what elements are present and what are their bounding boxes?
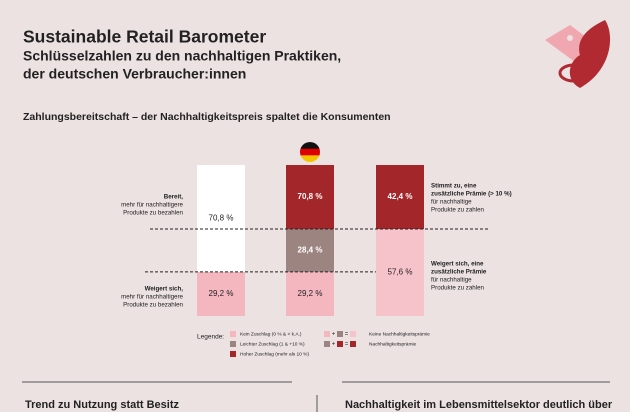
legend-swatch xyxy=(350,331,356,337)
annotation: zusätzliche Prämie xyxy=(431,269,487,276)
legend-label: Kein Zuschlag (0 % & < k.A.) xyxy=(240,331,302,337)
annotation: Stimmt zu, eine xyxy=(431,183,477,190)
annotation: mehr für nachhaltigere xyxy=(121,202,183,209)
value-label: 42,4 % xyxy=(388,192,413,201)
legend-label: Leichter Zuschlag (1 & +10 %) xyxy=(240,341,305,347)
legend-title: Legende: xyxy=(197,334,224,341)
annotation: Produkte zu zahlen xyxy=(431,285,485,292)
annotation: für nachhaltige xyxy=(431,199,472,206)
annotation: Produkte zu bezahlen xyxy=(123,302,183,309)
annotation: Produkte zu bezahlen xyxy=(123,210,183,217)
annotation: Produkte zu zahlen xyxy=(431,207,485,214)
flag-stripe xyxy=(300,148,320,156)
legend-operator: + xyxy=(332,342,336,348)
legend-swatch xyxy=(230,341,236,347)
legend-swatch xyxy=(350,341,356,347)
bar-segment xyxy=(286,165,334,230)
legend-label: Keine Nachhaltigkeitsprämie xyxy=(369,331,430,337)
legend-operator: = xyxy=(345,332,349,338)
bar-segment xyxy=(197,271,245,316)
subtitle: der deutschen Verbraucher:innen xyxy=(23,66,246,82)
annotation: für nachhaltige xyxy=(431,277,472,284)
legend-swatch xyxy=(324,341,330,347)
legend-label: Hoher Zuschlag (mehr als 10 %) xyxy=(240,351,309,357)
legend-operator: + xyxy=(332,332,336,338)
legend-swatch xyxy=(230,331,236,337)
bar-segment xyxy=(376,229,424,316)
bar-segment xyxy=(286,271,334,316)
bar-segment xyxy=(197,165,245,272)
flag-stripe xyxy=(300,155,320,162)
footer-heading: Nachhaltigkeit im Lebensmittelsektor deu… xyxy=(345,399,613,411)
subtitle: Schlüsselzahlen zu den nachhaltigen Prak… xyxy=(23,48,341,64)
legend-swatch xyxy=(230,351,236,357)
annotation: Bereit, xyxy=(164,194,184,201)
legend-swatch xyxy=(324,331,330,337)
legend-swatch xyxy=(337,331,343,337)
value-label: 29,2 % xyxy=(298,289,323,298)
chart-title: Zahlungsbereitschaft – der Nachhaltigkei… xyxy=(23,111,391,123)
logo-icon xyxy=(545,20,611,88)
value-label: 29,2 % xyxy=(209,289,234,298)
legend-operator: = xyxy=(345,342,349,348)
flag-stripe xyxy=(300,142,320,150)
bar-segment xyxy=(376,165,424,230)
value-label: 70,8 % xyxy=(298,192,323,201)
title: Sustainable Retail Barometer xyxy=(23,27,266,47)
value-label: 70,8 % xyxy=(209,214,234,223)
legend-label: Nachhaltigkeitsprämie xyxy=(369,341,417,347)
legend-swatch xyxy=(337,341,343,347)
annotation: Weigert sich, xyxy=(145,286,184,293)
annotation: zusätzliche Prämie (> 10 %) xyxy=(431,191,512,198)
annotation: Weigert sich, eine xyxy=(431,261,484,268)
annotation: mehr für nachhaltigere xyxy=(121,294,183,301)
bar-segment xyxy=(286,229,334,272)
footer-heading: Trend zu Nutzung statt Besitz xyxy=(25,399,180,411)
value-label: 57,6 % xyxy=(388,268,413,277)
value-label: 28,4 % xyxy=(298,246,323,255)
